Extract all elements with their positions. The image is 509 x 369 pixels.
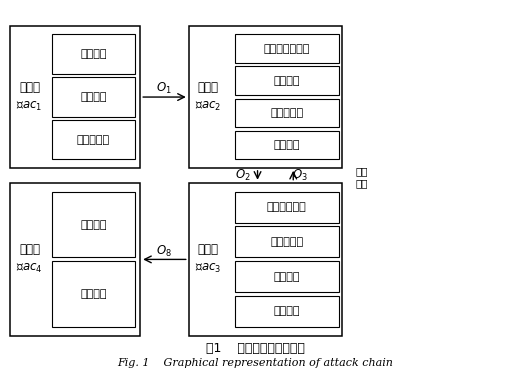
Bar	[10, 183, 140, 336]
Bar	[234, 296, 338, 327]
Text: 段$ac_{1}$: 段$ac_{1}$	[16, 100, 43, 113]
Bar	[234, 261, 338, 292]
Text: 渗透阶: 渗透阶	[197, 81, 218, 94]
Text: 控制持久化: 控制持久化	[270, 237, 302, 247]
Bar	[234, 131, 338, 159]
Text: $O_1$: $O_1$	[156, 81, 172, 96]
Text: $O_8$: $O_8$	[156, 244, 172, 259]
Bar	[234, 34, 338, 63]
Bar	[188, 183, 341, 336]
Text: Fig. 1    Graphical representation of attack chain: Fig. 1 Graphical representation of attac…	[117, 358, 392, 369]
Text: 接触式攻击: 接触式攻击	[270, 108, 302, 118]
Text: 横向
移动: 横向 移动	[355, 166, 367, 188]
Text: 主动侦察: 主动侦察	[80, 49, 106, 59]
Bar	[52, 192, 135, 257]
Text: 行动阶: 行动阶	[197, 244, 218, 256]
Text: 段$ac_{3}$: 段$ac_{3}$	[194, 262, 221, 275]
Text: 信息窃取: 信息窃取	[273, 272, 299, 282]
Text: 段$ac_{2}$: 段$ac_{2}$	[194, 100, 221, 113]
Bar	[234, 192, 338, 223]
Bar	[52, 34, 135, 74]
Text: 侦察阶: 侦察阶	[19, 81, 40, 94]
Bar	[10, 26, 140, 168]
Text: 水坑攻击: 水坑攻击	[273, 76, 299, 86]
Text: 漏洞攻击: 漏洞攻击	[273, 140, 299, 150]
Text: 建立指挥控制: 建立指挥控制	[266, 202, 306, 212]
Bar	[52, 77, 135, 117]
Text: 半被动侦察: 半被动侦察	[77, 135, 110, 145]
Text: $O_2$: $O_2$	[235, 168, 250, 183]
Text: 数据回传: 数据回传	[80, 220, 106, 230]
Text: 痕迹清理: 痕迹清理	[80, 289, 106, 299]
Text: 被动侦察: 被动侦察	[80, 92, 106, 102]
Bar	[52, 261, 135, 327]
Bar	[234, 66, 338, 95]
Text: 段$ac_{4}$: 段$ac_{4}$	[16, 262, 43, 275]
Bar	[52, 120, 135, 159]
Text: 社会工程学攻击: 社会工程学攻击	[263, 44, 309, 54]
Text: 撤出阶: 撤出阶	[19, 244, 40, 256]
Bar	[234, 99, 338, 127]
Bar	[188, 26, 341, 168]
Bar	[234, 227, 338, 257]
Text: $O_3$: $O_3$	[292, 168, 307, 183]
Text: 实施破坏: 实施破坏	[273, 306, 299, 316]
Text: 图1    攻击链的图形化表示: 图1 攻击链的图形化表示	[205, 342, 304, 355]
